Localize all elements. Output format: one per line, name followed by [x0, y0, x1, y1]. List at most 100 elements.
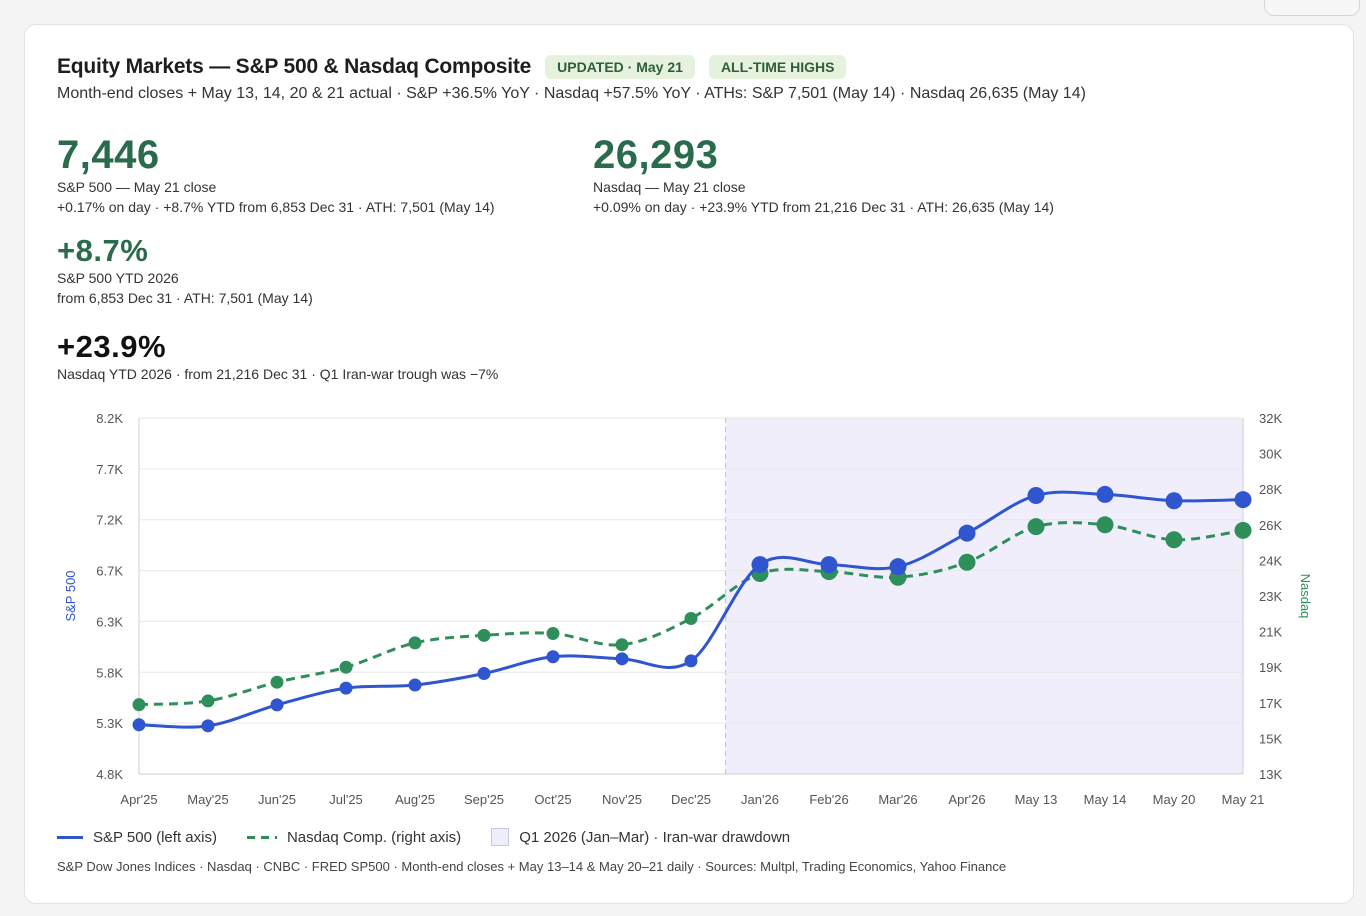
line-chart: 4.8K 5.3K 5.8K 6.3K 6.7K 7.2K 7.7K 8.2K 13K 15K 17… — [63, 411, 1313, 807]
y-right-tick-label: 15K — [1259, 731, 1282, 746]
nq-ytd-value: +23.9% — [57, 329, 167, 364]
sp500-point — [1096, 485, 1114, 503]
y-right-tick-label: 24K — [1259, 553, 1282, 568]
x-tick-label: May 13 — [1015, 792, 1058, 807]
x-tick-label: Apr'25 — [120, 792, 157, 807]
sp-ytd-label: S&P 500 YTD 2026 — [57, 270, 179, 286]
y-left-tick-label: 6.7K — [96, 564, 123, 579]
x-tick-label: Nov'25 — [602, 792, 642, 807]
x-tick-label: Aug'25 — [395, 792, 435, 807]
shaded-region — [725, 418, 1243, 774]
x-tick-label: May 14 — [1084, 792, 1127, 807]
y-left-tick-label: 6.3K — [96, 614, 123, 629]
nq-ytd-stat: +23.9% Nasdaq YTD 2026 · from 21,216 Dec… — [57, 330, 498, 384]
sp500-point — [201, 719, 215, 733]
sp500-point — [684, 654, 698, 668]
y-right-tick-label: 32K — [1259, 411, 1282, 426]
sp-stat: 7,446 S&P 500 — May 21 close +0.17% on d… — [57, 133, 495, 217]
legend-item-shade[interactable]: Q1 2026 (Jan–Mar) · Iran-war drawdown — [491, 828, 790, 846]
sp500-point — [408, 678, 422, 692]
sp500-point — [1234, 491, 1252, 509]
nasdaq-point — [408, 636, 422, 650]
legend-swatch-shade — [491, 828, 510, 846]
nasdaq-point — [958, 553, 976, 571]
y-left-axis-title: S&P 500 — [63, 570, 78, 621]
nasdaq-point — [1027, 518, 1045, 536]
nasdaq-point — [1165, 531, 1183, 549]
nq-sub: +0.09% on day · +23.9% YTD from 21,216 D… — [593, 199, 1054, 215]
sp500-point — [546, 650, 560, 664]
nq-ytd-label: Nasdaq YTD 2026 · from 21,216 Dec 31 · Q… — [57, 366, 499, 382]
legend-item-sp[interactable]: S&P 500 (left axis) — [57, 829, 217, 846]
y-left-tick-label: 5.3K — [96, 716, 123, 731]
nasdaq-point — [1096, 516, 1114, 534]
nasdaq-point — [615, 638, 629, 652]
x-tick-label: Oct'25 — [534, 792, 571, 807]
y-left-tick-label: 7.2K — [96, 513, 123, 528]
x-tick-label: Dec'25 — [671, 792, 711, 807]
chart-card: Equity Markets — S&P 500 & Nasdaq Compos… — [24, 24, 1354, 904]
sp500-point — [615, 652, 629, 666]
legend-swatch-sp — [57, 835, 83, 839]
card-title: Equity Markets — S&P 500 & Nasdaq Compos… — [57, 55, 532, 78]
title-row: Equity Markets — S&P 500 & Nasdaq Compos… — [57, 55, 1333, 79]
corner-tab[interactable] — [1264, 0, 1360, 16]
legend-label-sp: S&P 500 (left axis) — [93, 828, 217, 846]
x-tick-label: May 20 — [1153, 792, 1196, 807]
sp500-point — [889, 558, 907, 576]
legend-label-nq: Nasdaq Comp. (right axis) — [286, 828, 462, 846]
y-right-tick-label: 21K — [1259, 625, 1282, 640]
updated-badge: UPDATED · May 21 — [545, 55, 695, 79]
y-left-tick-label: 8.2K — [96, 411, 123, 426]
sp-sub: +0.17% on day · +8.7% YTD from 6,853 Dec… — [57, 199, 495, 215]
y-right-tick-label: 13K — [1259, 767, 1282, 782]
x-tick-label: Jan'26 — [741, 792, 779, 807]
nq-value: 26,293 — [593, 133, 719, 177]
y-left-tick-label: 7.7K — [96, 462, 123, 477]
y-right-tick-label: 30K — [1259, 447, 1282, 462]
sp-ytd-sub: from 6,853 Dec 31 · ATH: 7,501 (May 14) — [57, 290, 313, 306]
source-note: S&P Dow Jones Indices · Nasdaq · CNBC · … — [57, 859, 1007, 874]
nq-label: Nasdaq — May 21 close — [593, 179, 746, 195]
nasdaq-point — [546, 626, 560, 640]
nasdaq-point — [132, 698, 146, 712]
nasdaq-point — [1234, 521, 1252, 539]
nq-stat: 26,293 Nasdaq — May 21 close +0.09% on d… — [593, 133, 1054, 217]
nasdaq-point — [684, 611, 698, 625]
y-right-axis-title: Nasdaq — [1298, 574, 1313, 619]
x-tick-label: Apr'26 — [948, 792, 985, 807]
sp500-point — [477, 666, 491, 680]
nasdaq-point — [477, 628, 491, 642]
x-tick-label: May 21 — [1222, 792, 1265, 807]
x-tick-label: Sep'25 — [464, 792, 504, 807]
y-right-tick-label: 28K — [1259, 482, 1282, 497]
legend-item-nq[interactable]: Nasdaq Comp. (right axis) — [246, 828, 462, 846]
nasdaq-point — [201, 694, 215, 708]
nasdaq-point — [270, 675, 284, 689]
legend-swatch-nq — [246, 835, 277, 839]
y-right-tick-label: 26K — [1259, 518, 1282, 533]
x-tick-label: Jul'25 — [329, 792, 363, 807]
chart-legend: S&P 500 (left axis) Nasdaq Comp. (right … — [57, 828, 820, 846]
ath-badge: ALL-TIME HIGHS — [708, 55, 847, 79]
x-tick-label: Feb'26 — [809, 792, 848, 807]
sp-label: S&P 500 — May 21 close — [57, 179, 217, 195]
sp500-point — [820, 556, 838, 574]
sp-ytd-stat: +8.7% S&P 500 YTD 2026 from 6,853 Dec 31… — [57, 234, 313, 308]
sp500-point — [958, 524, 976, 542]
x-tick-label: Jun'25 — [258, 792, 296, 807]
sp500-point — [751, 556, 769, 574]
nasdaq-point — [339, 660, 353, 674]
sp500-point — [1165, 492, 1183, 510]
y-right-tick-label: 23K — [1259, 589, 1282, 604]
card-subtitle: Month-end closes + May 13, 14, 20 & 21 a… — [57, 85, 1086, 102]
legend-label-shade: Q1 2026 (Jan–Mar) · Iran-war drawdown — [519, 828, 791, 846]
sp500-point — [132, 718, 146, 732]
card-header: Equity Markets — S&P 500 & Nasdaq Compos… — [57, 55, 1333, 103]
sp500-point — [339, 681, 353, 695]
sp500-point — [270, 698, 284, 712]
y-left-tick-label: 5.8K — [96, 665, 123, 680]
sp500-point — [1027, 486, 1045, 504]
y-left-tick-label: 4.8K — [96, 767, 123, 782]
sp-ytd-value: +8.7% — [57, 233, 149, 268]
